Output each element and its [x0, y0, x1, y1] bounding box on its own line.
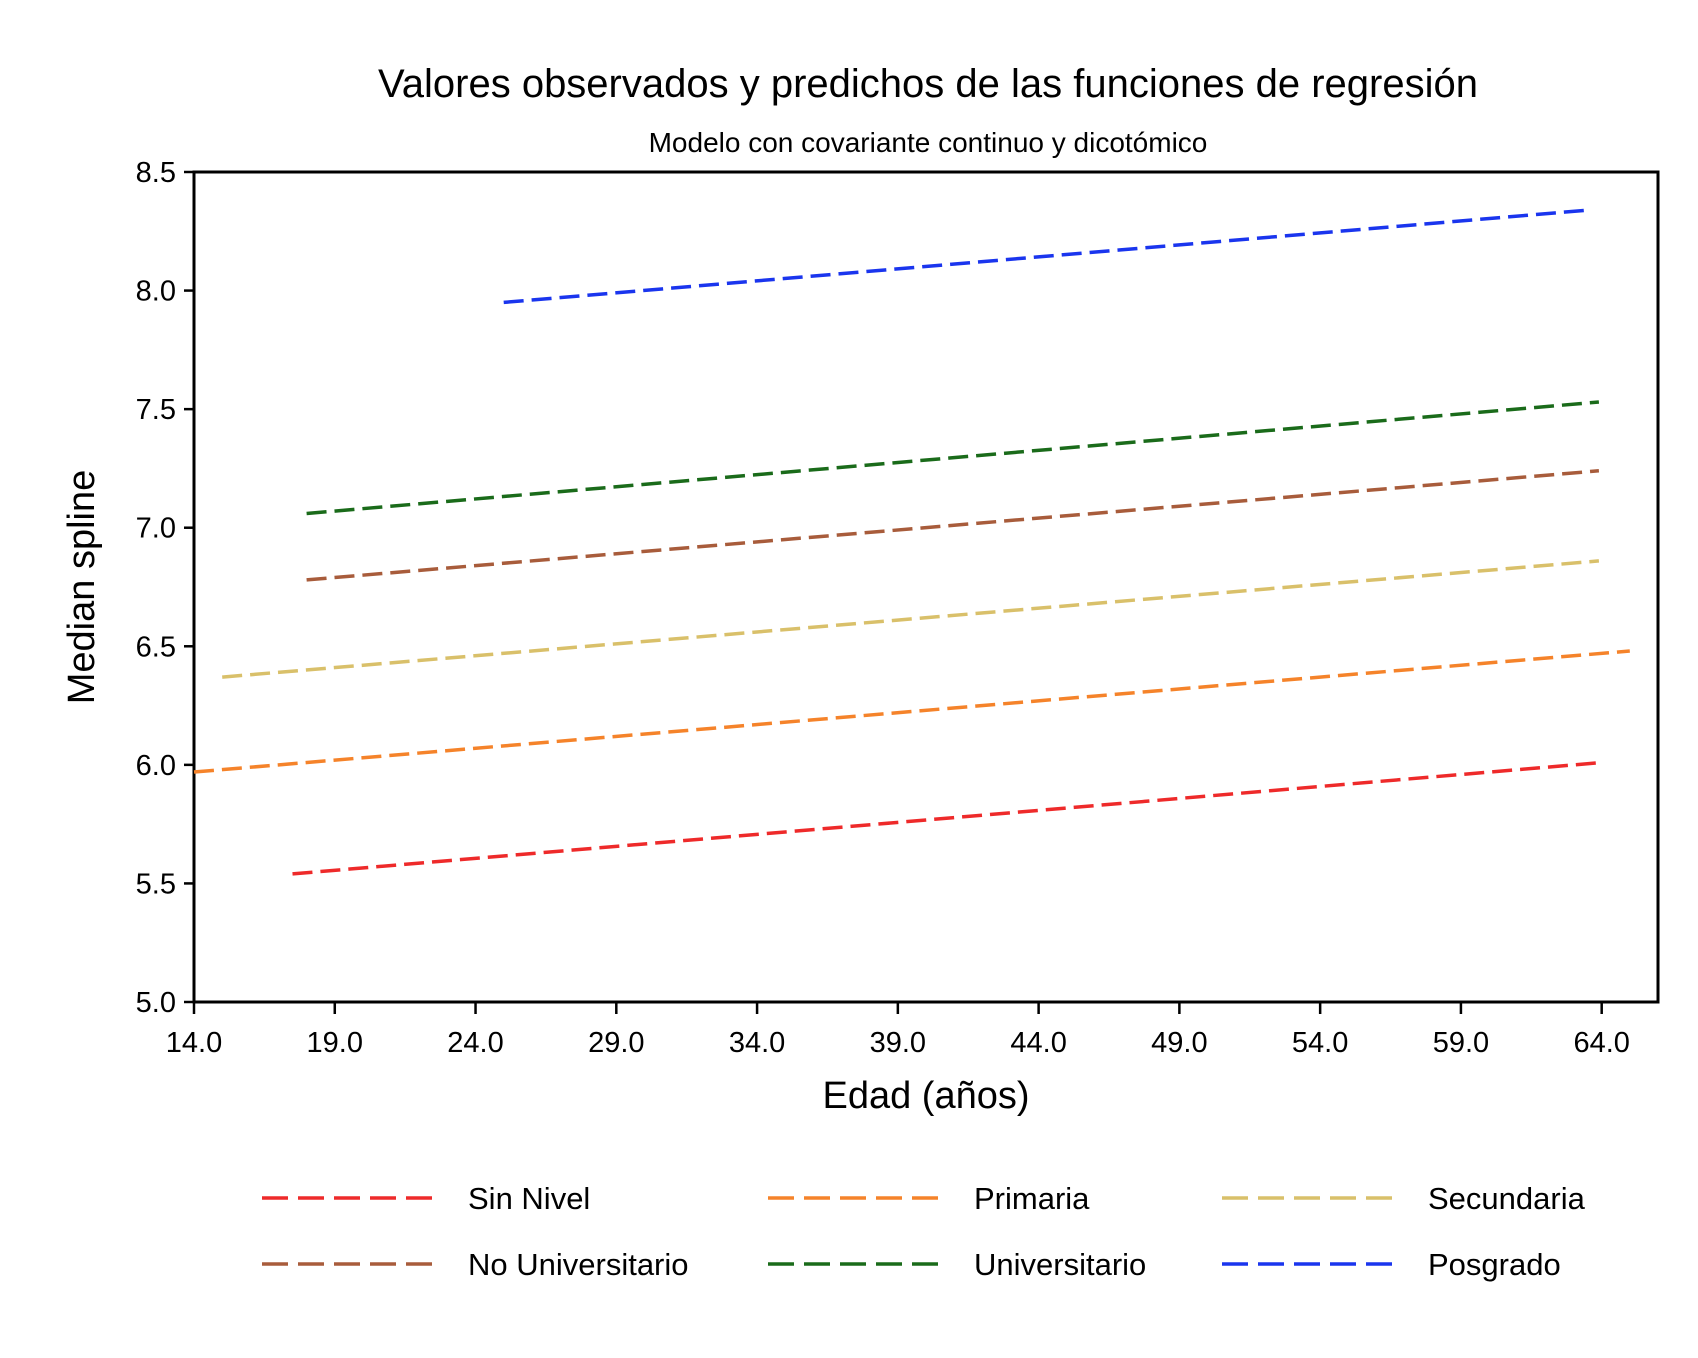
legend: Sin Nivel Primaria Secundaria No Universita… — [262, 1181, 1586, 1282]
series-line-secundaria — [222, 559, 1600, 679]
x-axis: 14.0 19.0 24.0 29.0 34.0 39.0 44.0 49.0 54.0 59.0… — [166, 1002, 1630, 1059]
x-tick-label: 54.0 — [1292, 1027, 1348, 1059]
series-line-posgrado — [503, 208, 1591, 305]
series-line-primaria — [193, 649, 1630, 774]
x-axis-label: Edad (años) — [822, 1075, 1029, 1117]
y-tick-label: 6.5 — [136, 631, 176, 663]
series-line-no-universitario — [306, 469, 1600, 582]
legend-label: Posgrado — [1428, 1247, 1561, 1282]
x-tick-label: 39.0 — [870, 1027, 926, 1059]
legend-label: Universitario — [974, 1247, 1146, 1282]
series-line-universitario — [306, 400, 1600, 516]
chart-title: Valores observados y predichos de las fu… — [378, 62, 1478, 106]
x-tick-label: 29.0 — [588, 1027, 644, 1059]
y-tick-label: 7.5 — [136, 394, 176, 426]
legend-label: Sin Nivel — [468, 1181, 590, 1216]
x-tick-label: 49.0 — [1151, 1027, 1207, 1059]
chart-subtitle: Modelo con covariante continuo y dicotóm… — [649, 127, 1208, 158]
series-lines — [193, 208, 1630, 876]
legend-label: Secundaria — [1428, 1181, 1586, 1216]
y-tick-label: 5.5 — [136, 868, 176, 900]
x-tick-label: 14.0 — [166, 1027, 222, 1059]
plot-frame — [192, 170, 1660, 1004]
legend-label: Primaria — [974, 1181, 1090, 1216]
y-tick-label: 7.0 — [136, 513, 176, 545]
y-axis: 5.0 5.5 6.0 6.5 7.0 7.5 8.0 8.5 — [136, 157, 194, 1019]
x-tick-label: 19.0 — [307, 1027, 363, 1059]
y-tick-label: 8.5 — [136, 157, 176, 189]
y-tick-label: 8.0 — [136, 276, 176, 308]
legend-label: No Universitario — [468, 1247, 689, 1282]
x-tick-label: 44.0 — [1010, 1027, 1066, 1059]
x-tick-label: 59.0 — [1433, 1027, 1489, 1059]
plot-area: 5.0 5.5 6.0 6.5 7.0 7.5 8.0 8.5 14.0 19.0 24.0 29.… — [136, 157, 1660, 1059]
series-line-sin-nivel — [292, 760, 1602, 876]
y-tick-label: 5.0 — [136, 987, 176, 1019]
x-tick-label: 24.0 — [447, 1027, 503, 1059]
x-tick-label: 34.0 — [729, 1027, 785, 1059]
y-tick-label: 6.0 — [136, 750, 176, 782]
x-tick-label: 64.0 — [1573, 1027, 1629, 1059]
y-axis-label: Median spline — [61, 470, 103, 704]
